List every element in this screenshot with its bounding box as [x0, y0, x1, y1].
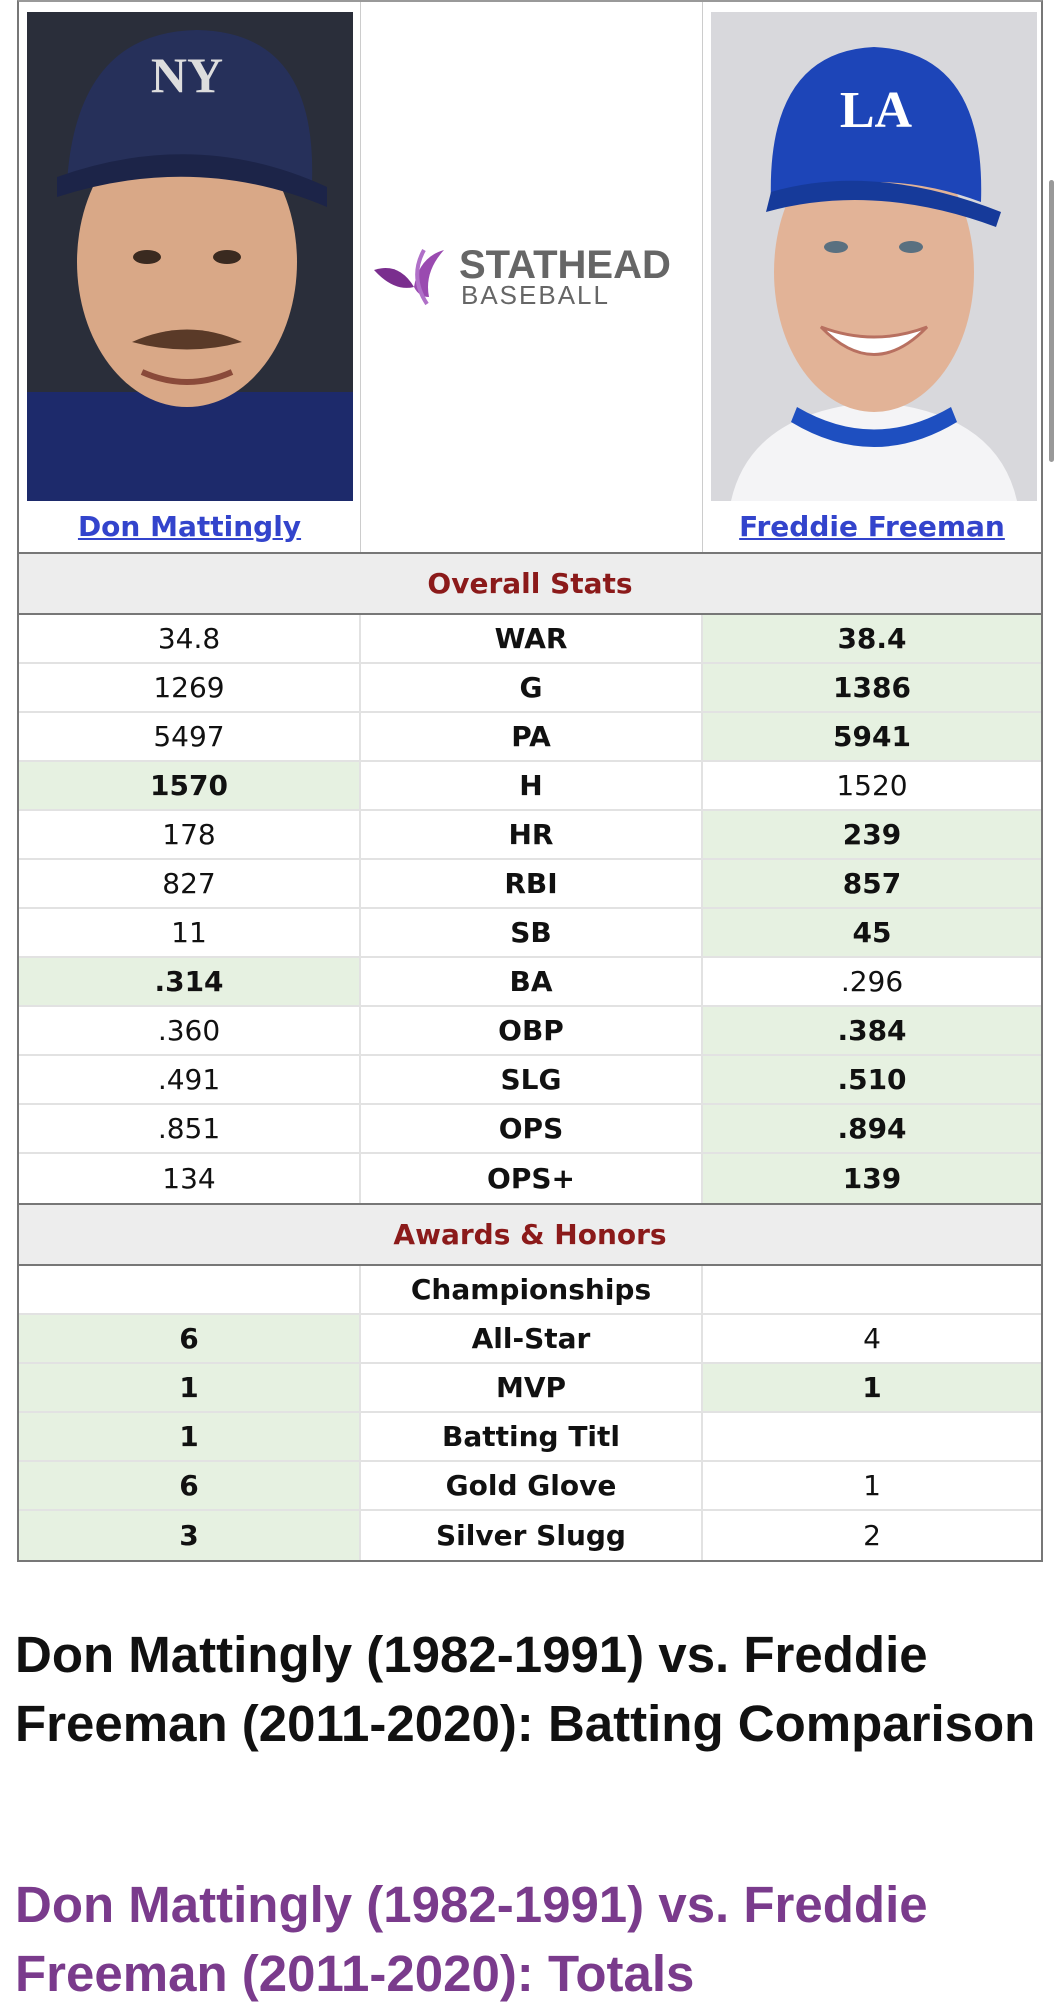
stat-label: OPS+	[361, 1154, 703, 1203]
stat-row: 34.8 WAR 38.4	[19, 615, 1041, 664]
left-value: 1269	[19, 664, 361, 711]
stat-label: All-Star	[361, 1315, 703, 1362]
stat-label: MVP	[361, 1364, 703, 1411]
stat-row: 6 All-Star 4	[19, 1315, 1041, 1364]
left-value: 11	[19, 909, 361, 956]
comparison-table: NY Don Mattingly STATHEAD BASEBALL	[17, 0, 1043, 1562]
section-body: 34.8 WAR 38.4 1269 G 1386 5497 PA 5941 1570 H 1520 1…	[19, 615, 1041, 1203]
left-value: .314	[19, 958, 361, 1005]
stat-label: G	[361, 664, 703, 711]
stat-label: SB	[361, 909, 703, 956]
right-value: .384	[703, 1007, 1041, 1054]
left-value: 6	[19, 1462, 361, 1509]
stat-label: SLG	[361, 1056, 703, 1103]
stat-label: RBI	[361, 860, 703, 907]
stat-row: 6 Gold Glove 1	[19, 1462, 1041, 1511]
stat-row: 1570 H 1520	[19, 762, 1041, 811]
stat-label: Championships	[361, 1266, 703, 1313]
stat-row: 1 Batting Titl	[19, 1413, 1041, 1462]
stat-row: 3 Silver Slugg 2	[19, 1511, 1041, 1560]
stat-row: 11 SB 45	[19, 909, 1041, 958]
svg-text:LA: LA	[840, 82, 913, 139]
right-value: 139	[703, 1154, 1041, 1203]
right-value	[703, 1266, 1041, 1313]
right-value: 1520	[836, 769, 908, 802]
left-value: 5497	[19, 713, 361, 760]
left-value: 1	[19, 1413, 361, 1460]
right-value: 1	[863, 1469, 881, 1502]
stat-label: OBP	[361, 1007, 703, 1054]
stat-label: HR	[361, 811, 703, 858]
right-value: .894	[703, 1105, 1041, 1152]
stat-label: Silver Slugg	[361, 1511, 703, 1560]
right-value: .510	[703, 1056, 1041, 1103]
stat-label: Gold Glove	[361, 1462, 703, 1509]
player-cell: LA Freddie Freeman	[703, 2, 1041, 552]
left-value: 34.8	[19, 615, 361, 662]
left-value: 178	[19, 811, 361, 858]
right-value: 2	[863, 1519, 881, 1552]
stat-label: Batting Titl	[361, 1413, 703, 1460]
player-row: NY Don Mattingly STATHEAD BASEBALL	[19, 2, 1041, 554]
stat-row: 178 HR 239	[19, 811, 1041, 860]
player-photo: NY	[27, 12, 353, 501]
player-link[interactable]: Freddie Freeman	[739, 510, 1005, 543]
stat-row: 827 RBI 857	[19, 860, 1041, 909]
stat-label: H	[361, 762, 703, 809]
section-header: Overall Stats	[19, 554, 1041, 615]
scrollbar	[1049, 180, 1054, 462]
right-value: 45	[703, 909, 1041, 956]
section-header: Awards & Honors	[19, 1203, 1041, 1266]
stat-row: Championships	[19, 1266, 1041, 1315]
section-subheading: Don Mattingly (1982-1991) vs. Freddie Fr…	[15, 1876, 928, 2002]
right-value: 1	[703, 1364, 1041, 1411]
stat-label: PA	[361, 713, 703, 760]
logo-cell: STATHEAD BASEBALL	[361, 2, 703, 552]
right-value: 1386	[703, 664, 1041, 711]
right-value: .296	[840, 965, 904, 998]
svg-text:NY: NY	[151, 47, 223, 103]
left-value: 6	[19, 1315, 361, 1362]
stat-row: 5497 PA 5941	[19, 713, 1041, 762]
right-value: 38.4	[703, 615, 1041, 662]
stat-row: 134 OPS+ 139	[19, 1154, 1041, 1203]
left-value: 3	[19, 1511, 361, 1560]
section-heading: Don Mattingly (1982-1991) vs. Freddie Fr…	[15, 1626, 1036, 1752]
left-value: 1	[19, 1364, 361, 1411]
stat-row: .851 OPS .894	[19, 1105, 1041, 1154]
player-link[interactable]: Don Mattingly	[77, 510, 302, 543]
logo-subtext: BASEBALL	[461, 280, 610, 310]
stat-label: WAR	[361, 615, 703, 662]
left-value	[19, 1266, 361, 1313]
left-value: 1570	[19, 762, 361, 809]
stat-label: OPS	[361, 1105, 703, 1152]
left-value: .851	[19, 1105, 361, 1152]
right-value: 239	[703, 811, 1041, 858]
right-value: 857	[703, 860, 1041, 907]
stathead-logo: STATHEAD BASEBALL	[374, 243, 671, 310]
player-cell: NY Don Mattingly	[19, 2, 361, 552]
left-value: .360	[19, 1007, 361, 1054]
stat-row: .360 OBP .384	[19, 1007, 1041, 1056]
left-value: 134	[19, 1154, 361, 1203]
right-value	[703, 1413, 1041, 1460]
right-value: 5941	[703, 713, 1041, 760]
stat-row: 1 MVP 1	[19, 1364, 1041, 1413]
left-value: .491	[19, 1056, 361, 1103]
stat-row: .491 SLG .510	[19, 1056, 1041, 1105]
stat-row: .314 BA .296	[19, 958, 1041, 1007]
right-value: 4	[863, 1322, 881, 1355]
player-photo: LA	[711, 12, 1037, 501]
stat-label: BA	[361, 958, 703, 1005]
stat-row: 1269 G 1386	[19, 664, 1041, 713]
logo-text: STATHEAD	[459, 243, 671, 287]
section-body: Championships 6 All-Star 4 1 MVP 1 1 Batting Tit…	[19, 1266, 1041, 1560]
left-value: 827	[19, 860, 361, 907]
stat-sections: Overall Stats 34.8 WAR 38.4 1269 G 1386 5497 PA 5…	[19, 554, 1041, 1560]
